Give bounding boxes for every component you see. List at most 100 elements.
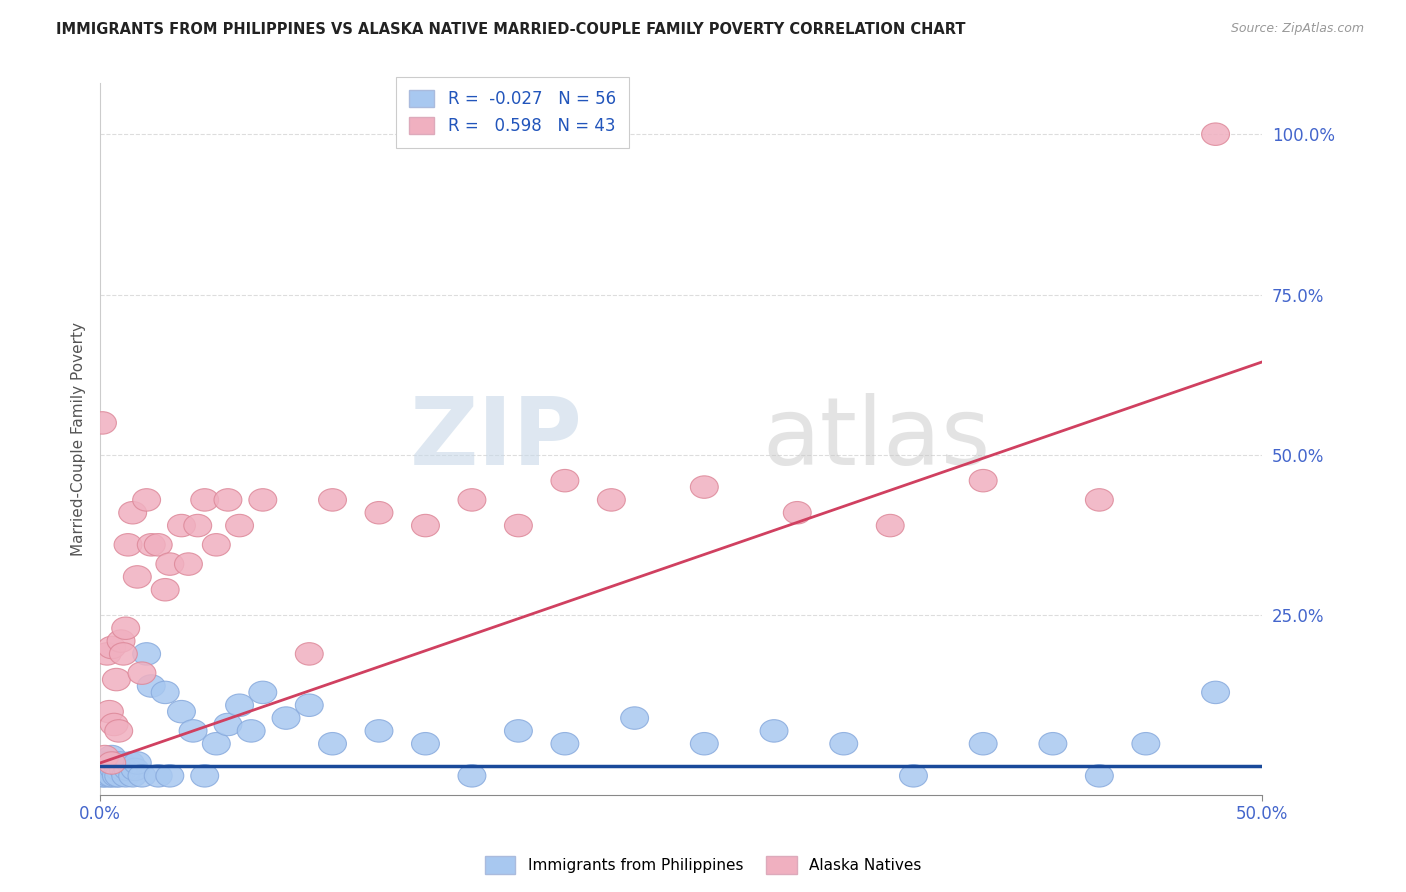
Ellipse shape	[167, 700, 195, 723]
Ellipse shape	[138, 533, 165, 556]
Text: Source: ZipAtlas.com: Source: ZipAtlas.com	[1230, 22, 1364, 36]
Ellipse shape	[105, 720, 132, 742]
Ellipse shape	[174, 553, 202, 575]
Ellipse shape	[111, 617, 139, 640]
Ellipse shape	[366, 720, 392, 742]
Ellipse shape	[128, 764, 156, 787]
Ellipse shape	[551, 732, 579, 755]
Ellipse shape	[96, 752, 124, 774]
Ellipse shape	[118, 764, 146, 787]
Ellipse shape	[105, 764, 132, 787]
Ellipse shape	[103, 764, 131, 787]
Ellipse shape	[96, 764, 124, 787]
Text: IMMIGRANTS FROM PHILIPPINES VS ALASKA NATIVE MARRIED-COUPLE FAMILY POVERTY CORRE: IMMIGRANTS FROM PHILIPPINES VS ALASKA NA…	[56, 22, 966, 37]
Ellipse shape	[132, 642, 160, 665]
Ellipse shape	[505, 720, 533, 742]
Ellipse shape	[105, 758, 132, 780]
Legend: R =  -0.027   N = 56, R =   0.598   N = 43: R = -0.027 N = 56, R = 0.598 N = 43	[396, 77, 628, 148]
Ellipse shape	[89, 764, 117, 787]
Ellipse shape	[458, 764, 486, 787]
Ellipse shape	[156, 764, 184, 787]
Ellipse shape	[100, 758, 128, 780]
Ellipse shape	[93, 758, 121, 780]
Ellipse shape	[152, 579, 179, 601]
Ellipse shape	[132, 489, 160, 511]
Ellipse shape	[598, 489, 626, 511]
Ellipse shape	[214, 489, 242, 511]
Ellipse shape	[93, 642, 121, 665]
Ellipse shape	[114, 533, 142, 556]
Ellipse shape	[152, 681, 179, 704]
Ellipse shape	[202, 732, 231, 755]
Ellipse shape	[89, 752, 117, 774]
Ellipse shape	[110, 758, 138, 780]
Ellipse shape	[295, 694, 323, 716]
Ellipse shape	[103, 752, 131, 774]
Ellipse shape	[366, 501, 392, 524]
Ellipse shape	[690, 732, 718, 755]
Ellipse shape	[100, 714, 128, 736]
Ellipse shape	[98, 636, 125, 658]
Text: atlas: atlas	[762, 393, 991, 485]
Ellipse shape	[118, 501, 146, 524]
Ellipse shape	[91, 758, 118, 780]
Ellipse shape	[98, 764, 125, 787]
Ellipse shape	[319, 732, 346, 755]
Ellipse shape	[458, 489, 486, 511]
Ellipse shape	[225, 694, 253, 716]
Ellipse shape	[202, 533, 231, 556]
Ellipse shape	[1085, 489, 1114, 511]
Legend: Immigrants from Philippines, Alaska Natives: Immigrants from Philippines, Alaska Nati…	[478, 850, 928, 880]
Ellipse shape	[1202, 123, 1229, 145]
Ellipse shape	[103, 668, 131, 690]
Ellipse shape	[124, 752, 152, 774]
Ellipse shape	[319, 489, 346, 511]
Ellipse shape	[225, 515, 253, 537]
Ellipse shape	[412, 515, 440, 537]
Ellipse shape	[969, 469, 997, 491]
Ellipse shape	[91, 746, 118, 768]
Ellipse shape	[1085, 764, 1114, 787]
Ellipse shape	[98, 752, 125, 774]
Ellipse shape	[98, 758, 125, 780]
Ellipse shape	[249, 681, 277, 704]
Ellipse shape	[1202, 681, 1229, 704]
Ellipse shape	[93, 752, 121, 774]
Ellipse shape	[295, 642, 323, 665]
Ellipse shape	[107, 630, 135, 652]
Ellipse shape	[179, 720, 207, 742]
Ellipse shape	[273, 706, 299, 730]
Ellipse shape	[876, 515, 904, 537]
Ellipse shape	[191, 764, 219, 787]
Ellipse shape	[969, 732, 997, 755]
Ellipse shape	[783, 501, 811, 524]
Ellipse shape	[117, 752, 145, 774]
Ellipse shape	[121, 758, 149, 780]
Ellipse shape	[156, 553, 184, 575]
Y-axis label: Married-Couple Family Poverty: Married-Couple Family Poverty	[72, 322, 86, 556]
Ellipse shape	[214, 714, 242, 736]
Ellipse shape	[184, 515, 212, 537]
Ellipse shape	[505, 515, 533, 537]
Ellipse shape	[900, 764, 928, 787]
Ellipse shape	[124, 566, 152, 588]
Ellipse shape	[110, 642, 138, 665]
Ellipse shape	[138, 674, 165, 698]
Ellipse shape	[145, 533, 172, 556]
Ellipse shape	[114, 758, 142, 780]
Ellipse shape	[145, 764, 172, 787]
Ellipse shape	[551, 469, 579, 491]
Ellipse shape	[128, 662, 156, 684]
Ellipse shape	[249, 489, 277, 511]
Ellipse shape	[620, 706, 648, 730]
Ellipse shape	[107, 752, 135, 774]
Ellipse shape	[1039, 732, 1067, 755]
Ellipse shape	[89, 412, 117, 434]
Ellipse shape	[91, 764, 118, 787]
Text: ZIP: ZIP	[409, 393, 582, 485]
Ellipse shape	[191, 489, 219, 511]
Ellipse shape	[412, 732, 440, 755]
Ellipse shape	[98, 746, 125, 768]
Ellipse shape	[830, 732, 858, 755]
Ellipse shape	[111, 764, 139, 787]
